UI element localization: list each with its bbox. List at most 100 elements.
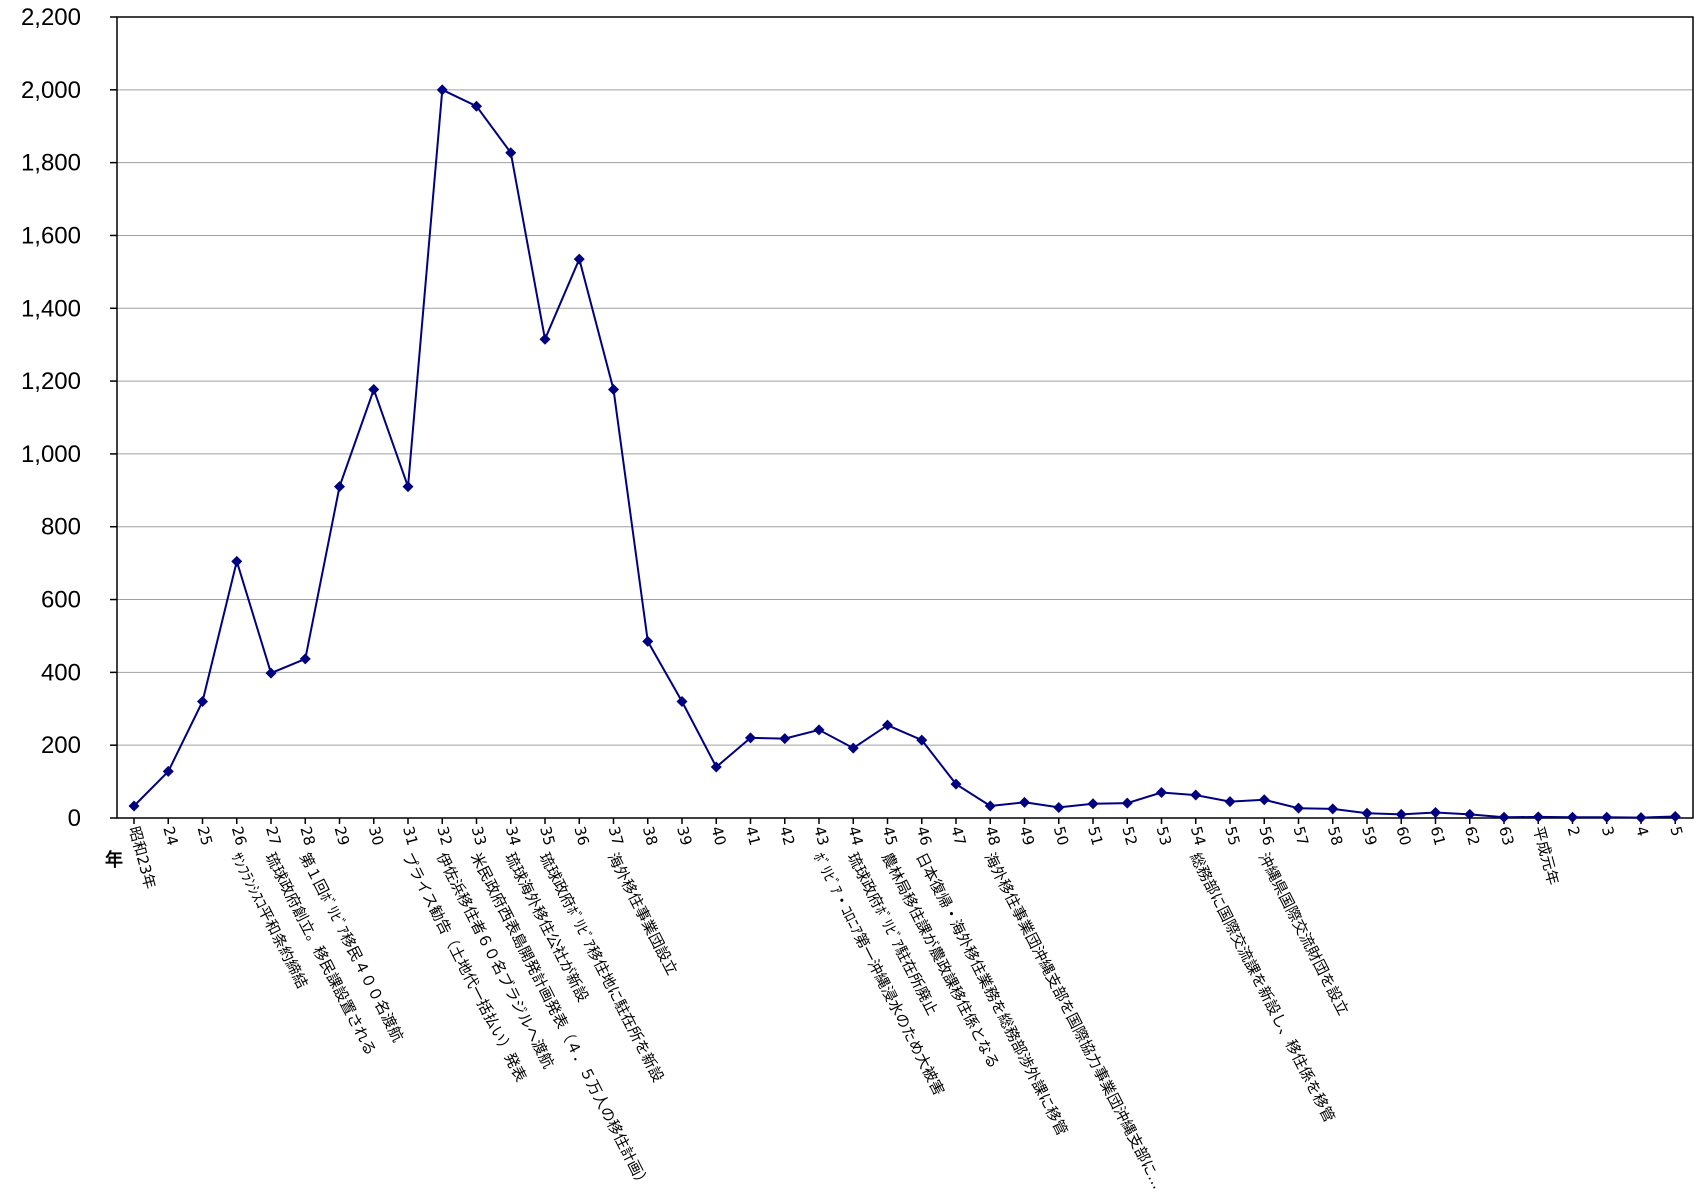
x-tick-label: 44	[844, 824, 866, 847]
data-point	[231, 555, 243, 567]
data-point	[1498, 811, 1510, 823]
x-axis-ticks: 昭和23年 24 25 26 27 28 29 30 31 32 33 34 35 36 37 38 39 40 4…	[125, 818, 1686, 891]
data-point	[197, 695, 208, 707]
x-tick-label: 24	[159, 824, 181, 847]
y-tick-label: 2,200	[21, 4, 81, 31]
data-point	[1601, 811, 1613, 823]
x-tick-label: 55	[1221, 824, 1243, 847]
data-point	[1327, 803, 1339, 815]
data-point	[1156, 787, 1167, 799]
data-point	[162, 765, 174, 777]
event-annotations: ｻﾝﾌﾗﾝｼｽｺ平和条約締結琉球政府創立。移民課設置される第１回ﾎﾞﾘﾋﾞｱ移民…	[227, 850, 1352, 1192]
data-point	[916, 734, 928, 746]
x-tick-label: 32	[433, 824, 455, 847]
data-point	[642, 635, 654, 647]
x-tick-label: 60	[1392, 824, 1414, 847]
x-tick-label: 5	[1666, 824, 1686, 838]
x-tick-label: 37	[605, 824, 627, 847]
data-point	[676, 695, 688, 707]
x-tick-label: 63	[1495, 824, 1517, 847]
x-tick-label: 46	[913, 824, 935, 847]
data-point	[471, 100, 482, 112]
x-tick-label: 2	[1564, 824, 1584, 838]
data-point	[1190, 789, 1202, 801]
x-tick-label: 35	[536, 824, 558, 847]
y-tick-label: 1,400	[21, 295, 81, 322]
data-point	[505, 147, 517, 159]
event-annotation: 琉球政府ﾎﾞﾘﾋﾞｱ移住地に駐在所を新設	[535, 850, 667, 1085]
data-point	[1019, 796, 1030, 808]
x-tick-label: 54	[1187, 824, 1209, 847]
data-point	[950, 778, 962, 790]
x-tick-label: 62	[1461, 824, 1483, 847]
x-tick-label: 4	[1632, 824, 1652, 838]
data-point	[608, 383, 619, 395]
y-tick-label: 800	[41, 514, 81, 541]
x-tick-label: 53	[1153, 824, 1175, 847]
x-tick-label: 38	[639, 824, 661, 847]
data-point	[847, 742, 859, 754]
y-tick-label: 1,600	[21, 222, 81, 249]
gridlines	[117, 89, 1693, 746]
data-point	[128, 800, 140, 812]
x-tick-label: 43	[810, 824, 832, 847]
x-tick-label: 昭和23年	[125, 824, 159, 891]
data-point	[368, 383, 380, 395]
x-tick-label: 29	[331, 824, 353, 847]
x-tick-label: 50	[1050, 824, 1072, 847]
event-annotation: 総務部に国際交流課を新設し、移住係を移管	[1186, 850, 1338, 1125]
data-point	[299, 653, 311, 665]
x-tick-label: 25	[194, 824, 216, 847]
x-tick-label: 40	[707, 824, 729, 847]
x-tick-label: 39	[673, 824, 695, 847]
x-tick-label: 27	[262, 824, 284, 847]
y-tick-label: 0	[68, 805, 81, 832]
series-markers	[128, 84, 1681, 824]
x-tick-label: 51	[1084, 824, 1106, 847]
data-point	[1293, 802, 1304, 814]
x-tick-label: 45	[879, 824, 901, 847]
x-tick-label: 49	[1016, 824, 1038, 847]
data-point	[813, 724, 825, 736]
x-tick-label: 59	[1358, 824, 1380, 847]
y-tick-label: 400	[41, 659, 81, 686]
data-point	[573, 253, 585, 265]
plot-area-frame	[116, 16, 1694, 819]
data-point	[436, 84, 448, 96]
data-point	[1430, 807, 1441, 819]
data-point	[334, 481, 345, 493]
y-tick-label: 200	[41, 732, 81, 759]
data-point	[1395, 808, 1407, 820]
x-tick-label: 41	[742, 824, 764, 847]
x-tick-label: 平成元年	[1529, 824, 1562, 887]
x-tick-label: 58	[1324, 824, 1346, 847]
x-tick-label: 47	[947, 824, 969, 847]
x-tick-label: 61	[1427, 824, 1449, 847]
y-tick-label: 1,200	[21, 368, 81, 395]
data-point	[402, 481, 414, 493]
data-point	[882, 719, 893, 731]
data-point	[1087, 798, 1099, 810]
x-tick-label: 3	[1598, 824, 1618, 838]
x-axis-label: 年	[105, 849, 123, 871]
x-tick-label: 26	[228, 824, 250, 847]
x-tick-label: 33	[468, 824, 490, 847]
x-tick-label: 48	[981, 824, 1003, 847]
y-tick-label: 2,000	[21, 77, 81, 104]
x-tick-label: 42	[776, 824, 798, 847]
data-point	[710, 761, 722, 773]
data-point	[1567, 811, 1578, 823]
data-point	[539, 333, 551, 345]
data-point	[984, 800, 996, 812]
x-tick-label: 36	[570, 824, 592, 847]
data-point	[1121, 797, 1133, 809]
data-point	[1669, 811, 1681, 823]
y-tick-label: 600	[41, 587, 81, 614]
data-point	[265, 667, 277, 679]
x-tick-label: 52	[1118, 824, 1140, 847]
x-tick-label: 34	[502, 824, 524, 847]
data-point	[1258, 794, 1270, 806]
x-tick-label: 56	[1255, 824, 1277, 847]
data-point	[1635, 812, 1647, 824]
